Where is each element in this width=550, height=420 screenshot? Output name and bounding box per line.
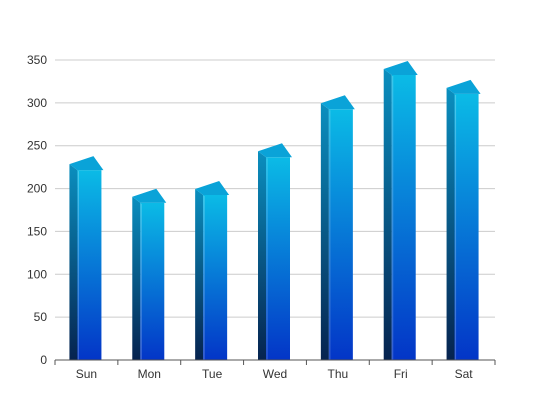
bar-top-cap xyxy=(446,79,481,94)
bar-sun xyxy=(69,156,104,360)
x-axis-labels: Sun Mon Tue Wed Thu Fri Sat xyxy=(76,367,473,381)
bar-top-cap xyxy=(195,181,230,195)
y-tick-label: 300 xyxy=(27,96,47,110)
bar-tue xyxy=(195,181,230,360)
x-tick-label: Tue xyxy=(202,367,223,381)
bar-top-cap xyxy=(69,156,104,171)
bar-side-face xyxy=(320,103,329,361)
bar-front-face xyxy=(203,195,228,360)
bar-front-face xyxy=(391,75,416,360)
bar-front-face xyxy=(454,93,479,360)
bar-top-cap xyxy=(383,61,418,75)
bar-top-cap xyxy=(132,188,167,203)
bar-fri xyxy=(383,61,418,360)
y-tick-label: 150 xyxy=(27,224,47,238)
bar-side-face xyxy=(132,196,141,360)
x-tick-label: Thu xyxy=(328,367,349,381)
bar-top-cap xyxy=(258,143,292,158)
y-tick-label: 100 xyxy=(27,267,47,281)
y-tick-label: 350 xyxy=(27,53,47,67)
bar-sat xyxy=(446,79,481,360)
y-tick-label: 0 xyxy=(40,353,47,367)
y-tick-label: 50 xyxy=(34,310,48,324)
bar-side-face xyxy=(383,69,392,360)
x-tick-label: Mon xyxy=(138,367,161,381)
bar-front-face xyxy=(140,202,165,360)
bars xyxy=(69,61,481,361)
x-tick-label: Sun xyxy=(76,367,97,381)
bar-side-face xyxy=(195,189,204,360)
bar-side-face xyxy=(258,151,266,360)
x-tick-label: Fri xyxy=(394,367,408,381)
y-axis-labels: 0 50 100 150 200 250 300 350 xyxy=(27,53,47,367)
y-tick-label: 200 xyxy=(27,182,47,196)
bar-mon xyxy=(132,188,167,360)
x-axis xyxy=(54,359,496,365)
y-tick-label: 250 xyxy=(27,139,47,153)
x-tick-label: Wed xyxy=(263,367,287,381)
bar-wed xyxy=(258,143,292,360)
bar-side-face xyxy=(69,164,78,360)
bar-side-face xyxy=(446,87,455,360)
bar-front-face xyxy=(266,157,290,360)
x-tick-label: Sat xyxy=(455,367,474,381)
bar-top-cap xyxy=(320,95,355,110)
bar-front-face xyxy=(328,109,353,361)
bar-front-face xyxy=(77,170,102,360)
bar-thu xyxy=(320,95,355,361)
